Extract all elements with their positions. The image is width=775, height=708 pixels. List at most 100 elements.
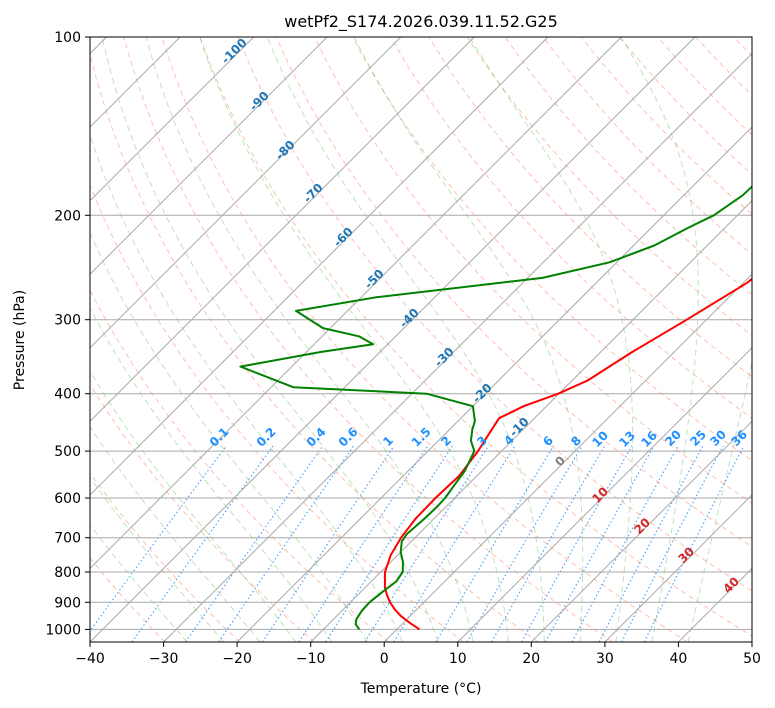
moist-adiabat-label: 40 [720,574,742,596]
isotherm-line [604,494,752,642]
moist-adiabat-line [199,37,510,642]
mixing-ratio-line [325,445,453,642]
chart-title: wetPf2_S174.2026.039.11.52.G25 [284,12,558,32]
dry-adiabat-line [428,37,752,378]
mixing-ratio-line [90,445,227,632]
mixing-ratio-line [393,445,516,642]
moist-adiabat-line [687,360,752,642]
dry-adiabat-label: -70 [301,181,326,206]
dry-adiabat-line [90,52,539,642]
y-tick-label: 300 [54,313,81,329]
mixing-ratio-line [435,445,555,642]
y-tick-label: 700 [54,531,81,547]
dry-adiabat-label: -100 [219,36,250,67]
dry-adiabat-line [542,37,752,256]
mixing-ratio-label: 1.5 [409,425,434,450]
x-tick-label: −30 [149,651,179,667]
isotherm-line [90,37,402,349]
mixing-ratio-label: 20 [662,427,684,449]
x-tick-label: −20 [222,651,252,667]
mixing-ratio-label: 0.4 [304,425,329,450]
mixing-ratio-label: 0.6 [336,425,361,450]
x-tick-label: 10 [449,651,467,667]
mixing-ratio-label: 36 [728,427,750,449]
dry-adiabat-line [695,37,752,96]
isotherm-line [90,37,549,496]
dry-adiabat-label: -20 [470,381,495,406]
dry-adiabat-line [504,37,752,296]
dry-adiabat-line [466,37,752,337]
x-tick-label: −40 [75,651,105,667]
mixing-ratio-line [131,445,274,642]
mixing-ratio-label: 8 [568,433,584,449]
y-tick-label: 1000 [45,622,81,638]
y-tick-label: 600 [54,491,81,507]
dry-adiabat-line [123,37,613,642]
plot-frame [89,36,753,643]
moist-adiabat-line [90,231,368,642]
moist-adiabat-label: 0 [552,453,568,469]
x-axis-label: Temperature (°C) [360,681,482,697]
dry-adiabat-line [90,472,241,642]
mixing-ratio-line [298,445,429,642]
profile-lines [239,185,752,631]
dry-adiabat-line [90,557,166,642]
y-tick-label: 100 [54,30,81,46]
mixing-ratio-line [185,445,324,642]
moist-adiabat-label: 20 [631,515,653,537]
mixing-ratio-line [218,445,355,642]
y-tick-label: 400 [54,387,81,403]
moist-adiabat-line [90,476,224,642]
dry-adiabat-line [657,37,752,136]
isotherm-line [90,37,475,423]
x-tick-label: 40 [669,651,687,667]
dry-adiabat-line [275,37,752,548]
mixing-ratio-line [598,445,704,642]
grid-lines [90,37,752,642]
mixing-ratio-line [643,445,745,642]
x-tick-label: 20 [522,651,540,667]
y-tick-label: 800 [54,565,81,581]
dry-adiabat-label: -80 [273,138,298,163]
isotherm-line [236,126,752,642]
dry-adiabat-line [390,37,752,419]
dry-adiabat-label: -40 [397,306,422,331]
mixing-ratio-line [261,445,395,642]
moist-adiabat-line [266,37,545,642]
x-tick-label: 30 [596,651,614,667]
moist-adiabat-line [101,37,439,642]
moist-adiabat-line [90,425,261,642]
mixing-ratio-line [364,445,490,642]
isotherm-line [310,199,752,642]
y-tick-label: 900 [54,595,81,611]
dry-adiabat-label: -30 [432,345,457,370]
dry-adiabat-line [90,383,315,642]
dry-adiabat-line [313,37,752,504]
mixing-ratio-label: 16 [638,428,660,450]
dry-adiabat-label: -90 [247,89,272,114]
isotherm-line [163,52,752,642]
mixing-ratio-line [466,445,583,642]
dry-adiabat-line [90,289,390,642]
dry-adiabat-line [352,37,752,462]
moist-adiabat-line [90,133,404,642]
background-lines [90,37,752,642]
dry-adiabat-line [90,183,464,642]
dry-adiabat-line [237,37,752,592]
axes: −40 −30 −20 −10 0 10 20 30 40 5010020030040050060… [45,30,761,667]
moist-adiabat-line [468,37,634,642]
isotherm-line [751,641,752,642]
dry-adiabat-label: -60 [331,225,356,250]
dry-adiabat-line [733,37,752,57]
temperature-line [383,277,752,631]
x-tick-label: −10 [296,651,326,667]
mixing-ratio-line [621,445,724,642]
mixing-ratio-label: 13 [616,428,638,450]
moist-adiabat-label: 30 [675,544,697,566]
isotherm-line [90,37,328,275]
x-tick-label: 0 [380,651,389,667]
mixing-ratio-label: 1 [380,433,396,449]
y-tick-label: 200 [54,208,81,224]
isotherm-line [90,37,696,642]
moist-adiabat-line [90,524,188,642]
